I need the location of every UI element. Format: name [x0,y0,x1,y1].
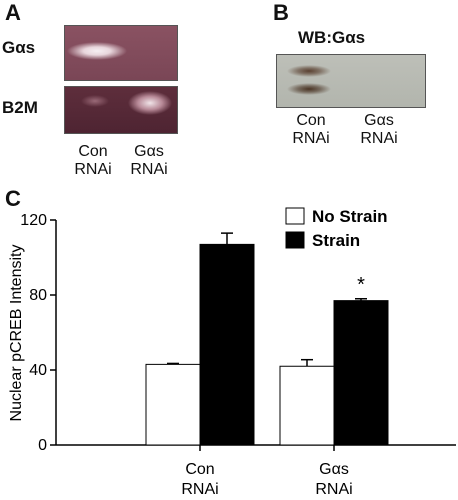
panel-b-lane-con: Con RNAi [288,112,334,148]
significance-asterisk: * [357,274,365,296]
y-tick-label: 40 [29,362,47,379]
legend-swatch [285,231,305,249]
bar [199,243,255,446]
lane-label-line2: RNAi [360,130,398,147]
panel-b-title: WB:Gαs [298,28,366,47]
panel-a-letter: A [5,0,21,25]
panel-c-letter: C [5,186,21,211]
x-tick-label: RNAi [315,481,352,498]
panel-b-lane-gas: Gαs RNAi [356,112,402,148]
gel-row-label-gas: Gαs [2,38,36,57]
y-tick-label: 80 [29,287,47,304]
panel-b-letter: B [273,0,289,25]
bar [145,363,201,446]
x-tick-label: Con [185,461,214,478]
western-blot-image [276,54,426,108]
lane-label-line2: RNAi [74,161,112,178]
lane-label-line1: Gαs [364,112,394,129]
legend-swatch [285,207,305,225]
y-tick-label: 120 [20,212,47,229]
legend-label: No Strain [312,207,388,226]
legend-label: Strain [312,231,360,250]
lane-label-line1: Gαs [134,143,164,160]
y-tick-label: 0 [38,437,47,454]
lane-label-line2: RNAi [292,130,330,147]
lane-label-line1: Con [78,143,108,160]
x-tick-label: Gαs [319,461,349,478]
gel-gas-image [64,25,178,81]
panel-a-lane-gas: Gαs RNAi [126,143,172,179]
gel-row-label-b2m: B2M [2,98,38,117]
gel-b2m-image [64,86,178,134]
panel-a-lane-con: Con RNAi [70,143,116,179]
lane-label-line2: RNAi [130,161,168,178]
bar [279,365,335,446]
y-axis-label: Nuclear pCREB Intensity [8,245,25,422]
lane-label-line1: Con [296,112,326,129]
x-tick-label: RNAi [181,481,218,498]
bar [333,300,389,446]
